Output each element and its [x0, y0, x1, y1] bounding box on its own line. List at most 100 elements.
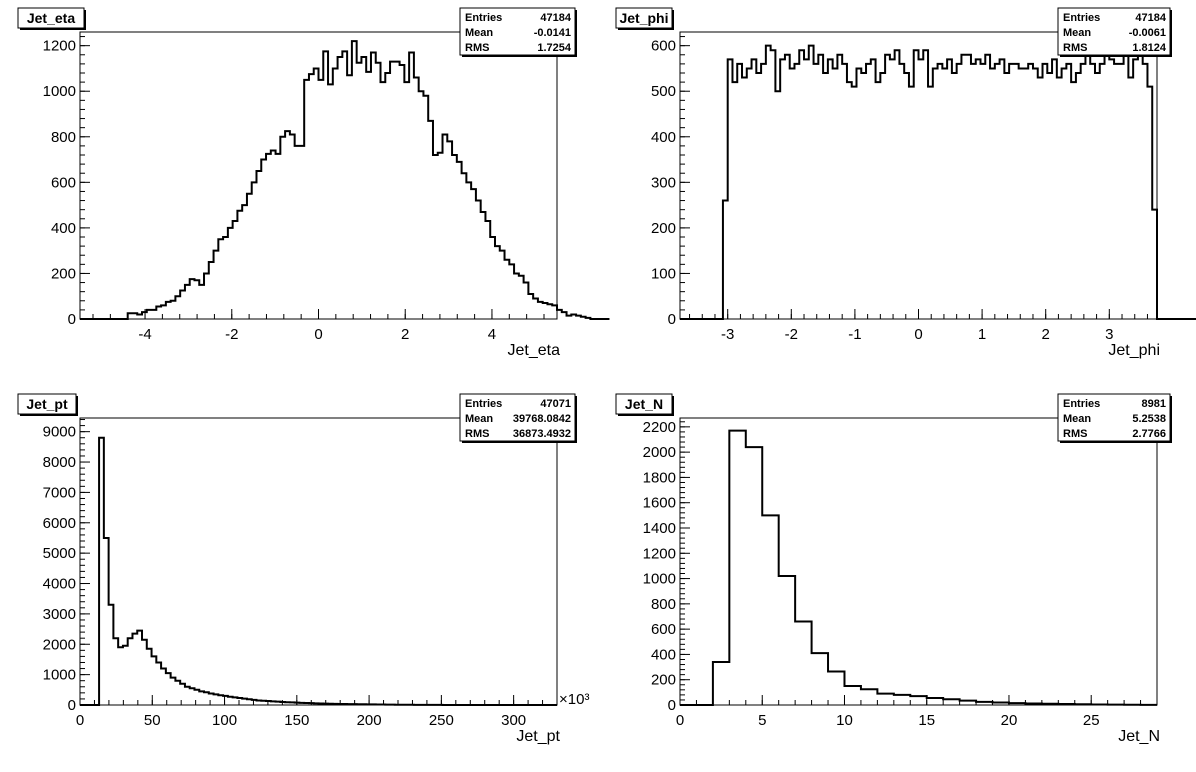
histogram-bin: [909, 87, 914, 319]
histogram-bin: [1023, 68, 1028, 319]
histogram-bin: [752, 59, 757, 319]
histogram-bin: [252, 182, 257, 319]
stats-value: 47071: [540, 398, 571, 410]
y-tick-label: 1000: [43, 83, 76, 100]
stats-box-frame: [459, 393, 576, 442]
y-axis: 0 200 400 600 800 1000 1200 1400 1600 1800 2000 220…: [643, 419, 690, 714]
histogram-bin: [586, 318, 591, 319]
histogram-bin: [290, 135, 295, 320]
histogram-bin: [352, 41, 357, 319]
histogram-bin: [319, 80, 324, 319]
histogram-bin: [1042, 704, 1058, 705]
x-tick-label: 15: [918, 712, 935, 729]
histogram-bin: [933, 68, 938, 319]
histogram-bin: [871, 59, 876, 319]
y-tick-label: 1600: [643, 495, 676, 512]
histogram-bin: [223, 237, 228, 319]
stats-box-frame: [1057, 7, 1171, 56]
y-tick-label: 1200: [43, 38, 76, 55]
histogram-bin: [185, 285, 190, 319]
histogram-bin: [990, 68, 995, 319]
stats-label: Mean: [1063, 27, 1091, 39]
y-tick-label: 800: [651, 596, 676, 613]
histogram-bin: [171, 301, 176, 319]
histogram-bin: [443, 135, 448, 320]
histogram-bin: [271, 150, 276, 319]
histogram-bin: [779, 576, 795, 705]
histogram-panel-jet_pt: 0 1000 2000 3000 4000 5000 6000 7000 8000 9000 0 50…: [17, 393, 589, 745]
histogram-bin: [1133, 59, 1138, 319]
histogram-bin: [1043, 64, 1048, 319]
histogram-bin: [957, 64, 962, 319]
x-tick-label: 150: [284, 712, 309, 729]
y-tick-label: 4000: [43, 576, 76, 593]
histogram-bin: [156, 662, 161, 705]
histogram-bin: [942, 68, 947, 319]
histogram-bin: [1004, 73, 1009, 319]
histogram-bin: [728, 59, 733, 319]
histogram-bin: [1147, 87, 1152, 319]
stats-value: 1.7254: [537, 42, 572, 54]
histogram-bin: [775, 91, 780, 319]
histogram-bin: [1058, 704, 1074, 705]
histogram-bin: [209, 262, 214, 319]
histogram-bin: [304, 703, 309, 705]
histogram-bin: [361, 57, 366, 319]
histogram-bin: [509, 264, 514, 319]
histogram-bin: [866, 64, 871, 319]
histogram-bin: [376, 63, 381, 319]
histogram-bin: [247, 699, 252, 705]
x-tick-label: 2: [401, 326, 409, 343]
y-tick-label: 1800: [643, 469, 676, 486]
x-axis-title: Jet_N: [1118, 728, 1160, 745]
histogram-bin: [390, 62, 395, 319]
histogram-bin: [319, 703, 324, 705]
x-tick-label: 2: [1042, 326, 1050, 343]
histogram-bin: [919, 59, 924, 319]
histogram-bin: [218, 695, 223, 705]
histogram-bin: [137, 631, 142, 705]
x-tick-label: -2: [785, 326, 798, 343]
histogram-bin: [113, 638, 118, 705]
plot-frame: [679, 417, 1158, 706]
stats-label: RMS: [1063, 428, 1087, 440]
histogram-title-box: Jet_N: [615, 393, 674, 416]
x-axis: 0 5 10 15 20 25: [676, 695, 1158, 729]
y-tick-label: 6000: [43, 515, 76, 532]
histogram-bin: [547, 304, 552, 319]
histogram-title: Jet_pt: [26, 396, 68, 412]
histogram-bin: [538, 302, 543, 319]
x-axis-title: Jet_phi: [1108, 342, 1160, 359]
histogram-bin: [993, 702, 1009, 705]
histogram-bin: [128, 313, 133, 319]
histogram-bin: [762, 515, 778, 705]
histogram-bin: [971, 64, 976, 319]
x-tick-label: -1: [848, 326, 861, 343]
stats-value: 39768.0842: [513, 413, 571, 425]
histogram-bin: [844, 686, 860, 705]
histogram-bin: [899, 64, 904, 319]
stats-box-frame: [1057, 393, 1171, 442]
histogram-bin: [842, 64, 847, 319]
histogram-bin: [794, 64, 799, 319]
histogram-bin: [214, 251, 219, 319]
y-tick-label: 600: [651, 621, 676, 638]
histogram-title-box: Jet_phi: [615, 7, 674, 30]
histogram-bin: [543, 303, 548, 319]
histogram-bin: [571, 314, 576, 319]
histogram-bin: [895, 50, 900, 319]
histogram-bin: [1114, 64, 1119, 319]
histogram-bin: [514, 273, 519, 319]
histogram-bin: [1057, 78, 1062, 319]
histogram-bin: [1138, 55, 1143, 319]
histogram-bin: [328, 704, 333, 705]
histogram-bin: [132, 313, 137, 319]
histogram-bin: [742, 78, 747, 319]
histogram-title: Jet_eta: [27, 10, 75, 26]
histogram-bin: [214, 694, 219, 705]
x-tick-label: 100: [212, 712, 237, 729]
histogram-bins: [723, 46, 1157, 319]
histogram-bin: [128, 638, 133, 705]
histogram-bin: [428, 121, 433, 319]
